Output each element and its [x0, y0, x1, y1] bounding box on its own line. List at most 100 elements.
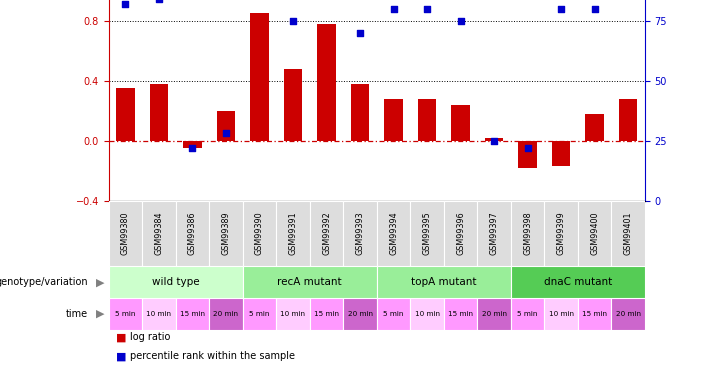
Text: 10 min: 10 min: [280, 311, 306, 317]
Bar: [552, 141, 571, 166]
Bar: [209, 201, 243, 266]
Bar: [410, 201, 444, 266]
Bar: [276, 298, 310, 330]
Text: GSM99384: GSM99384: [154, 211, 163, 255]
Point: [489, 138, 500, 144]
Bar: [444, 298, 477, 330]
Bar: [545, 298, 578, 330]
Bar: [109, 266, 243, 298]
Text: GSM99380: GSM99380: [121, 211, 130, 255]
Point: [455, 18, 466, 24]
Text: 20 min: 20 min: [482, 311, 507, 317]
Point: [589, 6, 600, 12]
Bar: [418, 99, 436, 141]
Text: log ratio: log ratio: [130, 333, 170, 342]
Bar: [485, 138, 503, 141]
Bar: [276, 201, 310, 266]
Point: [187, 145, 198, 151]
Bar: [511, 201, 545, 266]
Text: dnaC mutant: dnaC mutant: [544, 277, 612, 287]
Text: 5 min: 5 min: [517, 311, 538, 317]
Text: GSM99391: GSM99391: [289, 211, 297, 255]
Point: [287, 18, 299, 24]
Bar: [578, 298, 611, 330]
Point: [388, 6, 399, 12]
Bar: [250, 13, 268, 141]
Text: 10 min: 10 min: [414, 311, 440, 317]
Text: 5 min: 5 min: [115, 311, 135, 317]
Text: GSM99401: GSM99401: [624, 211, 633, 255]
Text: GSM99393: GSM99393: [355, 211, 365, 255]
Text: GSM99396: GSM99396: [456, 211, 465, 255]
Text: 20 min: 20 min: [348, 311, 372, 317]
Bar: [444, 201, 477, 266]
Text: ▶: ▶: [96, 277, 104, 287]
Point: [220, 130, 231, 136]
Text: 15 min: 15 min: [314, 311, 339, 317]
Bar: [284, 69, 302, 141]
Text: GSM99395: GSM99395: [423, 211, 432, 255]
Text: ■: ■: [116, 333, 126, 342]
Bar: [384, 99, 403, 141]
Bar: [150, 84, 168, 141]
Bar: [350, 84, 369, 141]
Text: GSM99400: GSM99400: [590, 211, 599, 255]
Bar: [511, 298, 545, 330]
Bar: [217, 111, 235, 141]
Bar: [142, 298, 176, 330]
Text: 15 min: 15 min: [180, 311, 205, 317]
Bar: [619, 99, 637, 141]
Text: percentile rank within the sample: percentile rank within the sample: [130, 351, 294, 361]
Text: time: time: [65, 309, 88, 319]
Text: ▶: ▶: [96, 309, 104, 319]
Bar: [343, 298, 377, 330]
Bar: [183, 141, 202, 148]
Text: GSM99386: GSM99386: [188, 211, 197, 255]
Text: recA mutant: recA mutant: [278, 277, 342, 287]
Bar: [176, 201, 209, 266]
Bar: [243, 298, 276, 330]
Point: [120, 1, 131, 7]
Bar: [477, 201, 511, 266]
Text: 10 min: 10 min: [549, 311, 573, 317]
Text: GSM99394: GSM99394: [389, 211, 398, 255]
Point: [355, 30, 366, 36]
Bar: [519, 141, 537, 168]
Bar: [243, 266, 377, 298]
Point: [154, 0, 165, 2]
Bar: [109, 298, 142, 330]
Text: GSM99392: GSM99392: [322, 211, 331, 255]
Text: genotype/variation: genotype/variation: [0, 277, 88, 287]
Bar: [243, 201, 276, 266]
Text: GSM99397: GSM99397: [489, 211, 498, 255]
Bar: [511, 266, 645, 298]
Bar: [310, 201, 343, 266]
Bar: [410, 298, 444, 330]
Text: 5 min: 5 min: [383, 311, 404, 317]
Text: 5 min: 5 min: [250, 311, 270, 317]
Bar: [176, 298, 209, 330]
Text: ■: ■: [116, 351, 126, 361]
Text: topA mutant: topA mutant: [411, 277, 477, 287]
Bar: [209, 298, 243, 330]
Bar: [585, 114, 604, 141]
Bar: [611, 298, 645, 330]
Text: 10 min: 10 min: [147, 311, 172, 317]
Text: wild type: wild type: [152, 277, 200, 287]
Bar: [611, 201, 645, 266]
Point: [555, 6, 566, 12]
Bar: [451, 105, 470, 141]
Text: GSM99398: GSM99398: [523, 211, 532, 255]
Text: 20 min: 20 min: [615, 311, 641, 317]
Text: 15 min: 15 min: [448, 311, 473, 317]
Bar: [116, 88, 135, 141]
Bar: [477, 298, 511, 330]
Text: GSM99389: GSM99389: [222, 211, 231, 255]
Text: GSM99390: GSM99390: [255, 211, 264, 255]
Bar: [109, 201, 142, 266]
Point: [522, 145, 533, 151]
Bar: [318, 24, 336, 141]
Bar: [377, 298, 410, 330]
Bar: [578, 201, 611, 266]
Bar: [142, 201, 176, 266]
